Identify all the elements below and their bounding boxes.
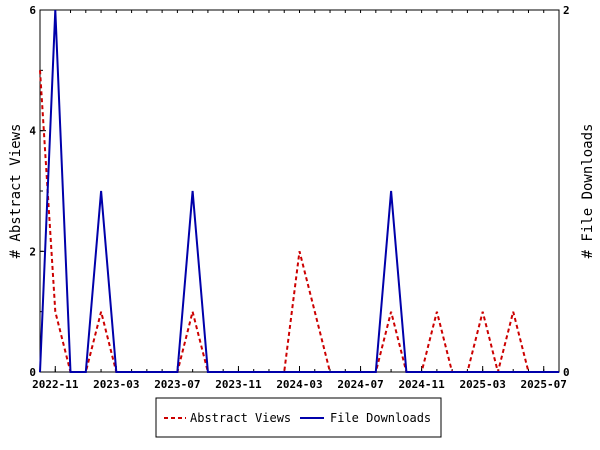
y-axis-left-title: # Abstract Views: [8, 124, 24, 259]
series-line-file-downloads: [39, 9, 559, 373]
legend-box: [155, 397, 442, 438]
y-left-tick-label-2: 2: [29, 245, 36, 258]
x-tick-label-2022-11: 2022-11: [32, 378, 79, 391]
legend-label-abstract-views: Abstract Views: [190, 411, 291, 425]
x-tick-label-2024-11: 2024-11: [398, 378, 445, 391]
x-tick-label-2024-03: 2024-03: [276, 378, 322, 391]
x-tick-label-2023-11: 2023-11: [215, 378, 262, 391]
x-tick-label-2023-03: 2023-03: [93, 378, 139, 391]
y-left-tick-label-4: 4: [29, 125, 36, 138]
series-layer: [39, 9, 559, 373]
y-right-tick-label-2: 2: [563, 4, 570, 17]
y-axis-right-title: # File Downloads: [580, 124, 596, 259]
x-tick-label-2024-07: 2024-07: [337, 378, 383, 391]
x-tick-label-2025-07: 2025-07: [521, 378, 567, 391]
x-tick-label-2023-07: 2023-07: [154, 378, 200, 391]
x-axis: 2022-11 2023-03 2023-07 2023-11 2024-03 2024-…: [32, 10, 567, 391]
y-left-tick-label-0: 0: [29, 366, 36, 379]
legend-label-file-downloads: File Downloads: [330, 411, 431, 425]
legend: Abstract Views File Downloads: [155, 397, 442, 438]
y-left-tick-label-6: 6: [29, 4, 36, 17]
plot-area: [39, 9, 560, 373]
x-tick-label-2025-03: 2025-03: [459, 378, 505, 391]
y-right-tick-label-0: 0: [563, 366, 570, 379]
series-line-abstract-views: [39, 70, 559, 373]
